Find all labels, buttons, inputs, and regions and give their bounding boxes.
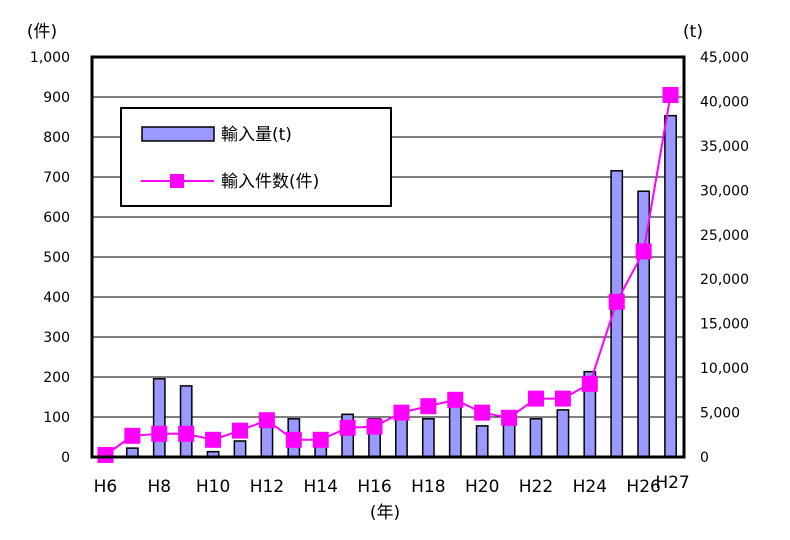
legend-box xyxy=(120,107,392,207)
x-tick-label: H26 xyxy=(626,477,660,497)
line-marker xyxy=(393,404,410,421)
line-marker xyxy=(124,427,141,444)
right-tick-label: 5,000 xyxy=(700,406,740,422)
legend-line-label: 輸入件数(件) xyxy=(221,172,319,192)
line-marker xyxy=(581,375,598,392)
bar xyxy=(421,418,435,458)
line-marker xyxy=(258,412,275,429)
left-tick-label: 500 xyxy=(43,250,70,266)
right-tick-label: 20,000 xyxy=(700,272,749,288)
left-tick-label: 800 xyxy=(43,130,70,146)
bar xyxy=(260,422,274,458)
bar xyxy=(664,114,677,458)
line-marker xyxy=(339,419,356,436)
left-tick-label: 400 xyxy=(43,290,70,306)
x-tick-label: H20 xyxy=(465,477,499,497)
left-axis-ticks: 0 100 200 300 400 500 600 700 800 900 1,000 xyxy=(30,50,70,466)
x-axis-unit: (年) xyxy=(370,503,400,523)
line-marker xyxy=(312,431,329,448)
legend-line-marker xyxy=(170,174,184,188)
line-marker xyxy=(366,418,383,435)
right-tick-label: 35,000 xyxy=(700,139,749,155)
left-tick-label: 300 xyxy=(43,330,70,346)
x-tick-label: H18 xyxy=(411,477,445,497)
x-tick-label: H10 xyxy=(196,477,230,497)
line-marker xyxy=(635,243,652,260)
right-tick-label: 15,000 xyxy=(700,317,749,333)
left-tick-label: 700 xyxy=(43,170,70,186)
right-tick-label: 10,000 xyxy=(700,361,749,377)
x-tick-label: H16 xyxy=(357,477,391,497)
line-marker xyxy=(232,422,248,439)
legend-bar-swatch xyxy=(141,126,215,142)
line-marker xyxy=(151,425,168,442)
right-tick-label: 30,000 xyxy=(700,183,749,199)
x-tick-label: H27 xyxy=(655,473,689,493)
left-tick-label: 900 xyxy=(43,90,70,106)
left-tick-label: 0 xyxy=(61,450,70,466)
right-tick-label: 45,000 xyxy=(700,50,749,66)
x-tick-label: H8 xyxy=(147,477,171,497)
line-marker xyxy=(205,431,222,448)
line-marker xyxy=(528,390,544,407)
bar xyxy=(179,385,193,458)
right-axis-ticks: 0 5,000 10,000 15,000 20,000 25,000 30,000 35,0… xyxy=(700,50,749,466)
legend-bar-label: 輸入量(t) xyxy=(221,125,292,145)
left-tick-label: 1,000 xyxy=(30,50,70,66)
right-tick-label: 0 xyxy=(700,450,709,466)
right-tick-label: 40,000 xyxy=(700,94,749,110)
left-axis-unit: (件) xyxy=(27,22,57,42)
line-marker xyxy=(554,390,571,407)
x-tick-label: H14 xyxy=(304,477,338,497)
right-axis-unit: (t) xyxy=(683,22,703,42)
line-marker xyxy=(447,391,464,408)
line-marker xyxy=(97,447,114,463)
bar xyxy=(233,440,247,458)
bar xyxy=(556,409,570,458)
line-marker xyxy=(662,87,679,103)
bar xyxy=(529,418,543,458)
left-tick-label: 600 xyxy=(43,210,70,226)
legend: 輸入量(t) 輸入件数(件) xyxy=(120,107,392,207)
bar xyxy=(152,378,166,458)
series-line xyxy=(104,94,672,456)
line-marker xyxy=(474,404,491,421)
left-tick-label: 200 xyxy=(43,370,70,386)
x-tick-label: H22 xyxy=(519,477,553,497)
x-tick-label: H6 xyxy=(94,477,118,497)
left-tick-label: 100 xyxy=(43,410,70,426)
bar xyxy=(448,400,462,458)
line-marker xyxy=(285,431,302,448)
plot-frame xyxy=(90,55,686,459)
line-marker xyxy=(608,293,625,310)
line-series-import-count xyxy=(97,87,679,463)
line-marker xyxy=(178,425,195,442)
x-tick-label: H12 xyxy=(250,477,284,497)
bar xyxy=(475,425,489,458)
x-tick-label: H24 xyxy=(573,477,607,497)
line-marker xyxy=(420,398,437,415)
line-marker xyxy=(501,409,518,426)
right-tick-label: 25,000 xyxy=(700,228,749,244)
